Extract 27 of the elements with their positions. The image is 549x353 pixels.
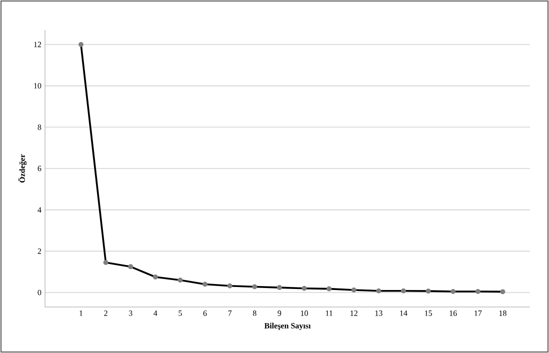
y-tick-label: 8 (38, 124, 42, 130)
x-axis-title: Bileşen Sayısı (264, 322, 311, 330)
x-tick-label: 4 (154, 310, 158, 316)
x-tick-label: 2 (104, 310, 108, 316)
x-tick-label: 8 (252, 310, 256, 316)
y-axis-title: Özdeğer (18, 154, 27, 183)
x-tick-label: 1 (80, 310, 82, 316)
x-tick-label: 18 (499, 310, 506, 316)
x-tick-label: 7 (228, 310, 232, 316)
x-tick-label: 5 (178, 310, 182, 316)
x-tick-label: 13 (375, 310, 382, 316)
x-tick-label: 9 (278, 310, 282, 316)
x-tick-label: 6 (203, 310, 207, 316)
y-tick-label: 10 (34, 83, 42, 89)
y-tick-label: 12 (34, 42, 42, 48)
y-tick-label: 6 (38, 166, 42, 172)
x-tick-label: 12 (350, 310, 358, 316)
y-tick-label: 2 (38, 248, 42, 254)
x-tick-label: 17 (474, 310, 482, 316)
x-tick-label: 3 (128, 310, 132, 316)
x-tick-label: 14 (400, 310, 408, 316)
x-tick-label: 11 (326, 310, 332, 316)
x-tick-label: 10 (300, 310, 308, 316)
x-tick-label: 15 (424, 310, 432, 316)
y-tick-label: 4 (38, 207, 42, 212)
x-tick-label: 16 (450, 310, 457, 316)
y-tick-label: 0 (38, 290, 42, 296)
